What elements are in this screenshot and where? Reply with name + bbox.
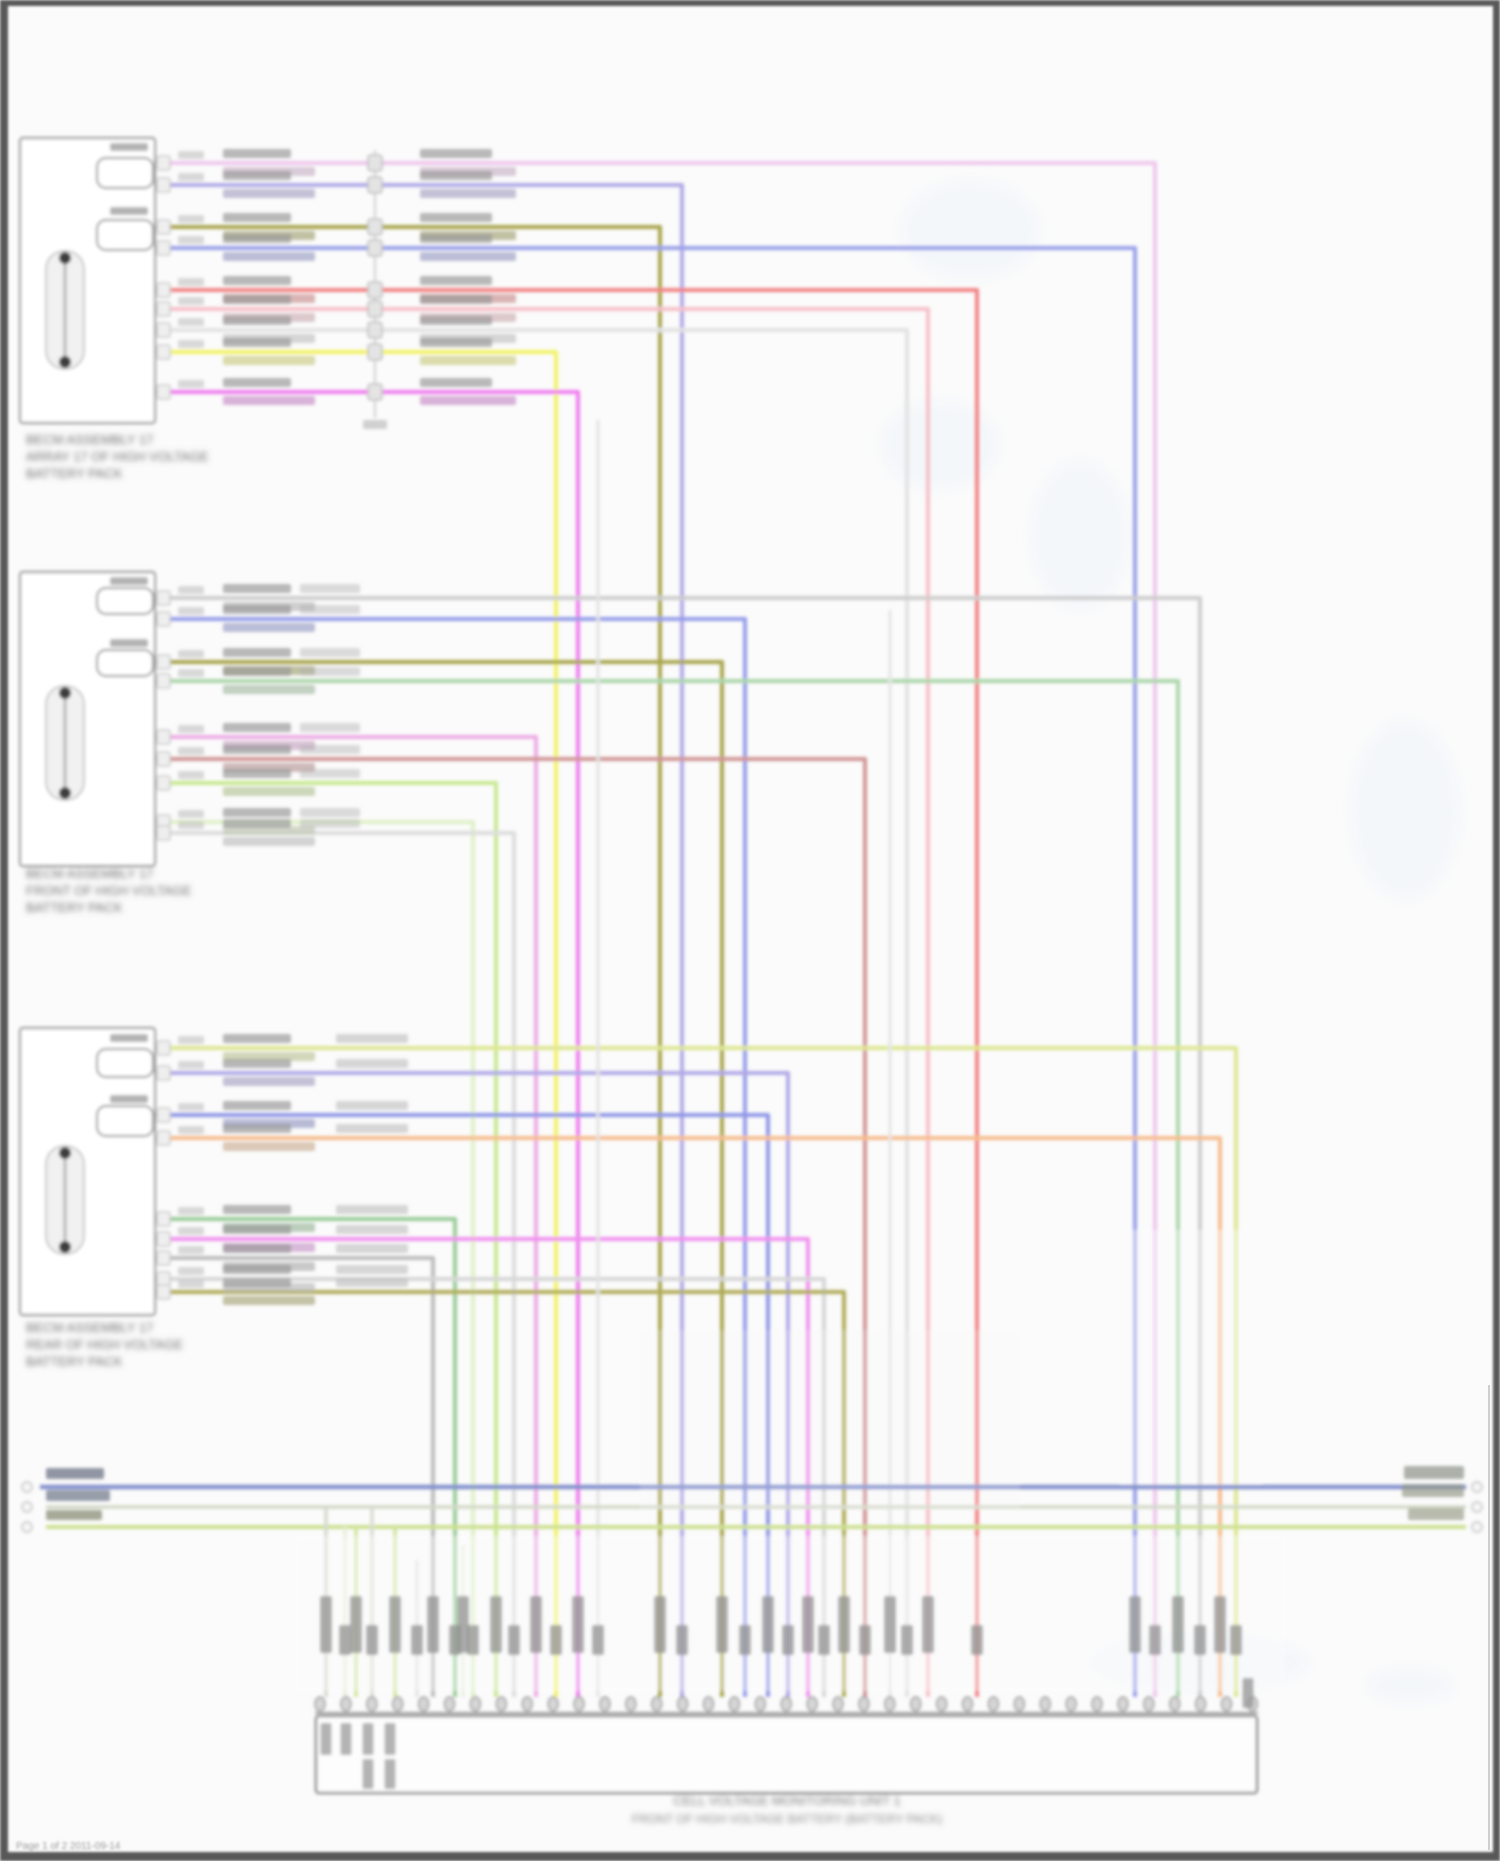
- svg-text:FRONT OF HIGH VOLTAGE BATTERY: FRONT OF HIGH VOLTAGE BATTERY (BATTERY P…: [632, 1812, 943, 1826]
- svg-text:BATTERY PACK: BATTERY PACK: [26, 900, 123, 915]
- svg-text:Page 1 of 2 2011-09-14: Page 1 of 2 2011-09-14: [16, 1841, 121, 1852]
- svg-text:CELL VOLTAGE MONITORING UNIT 1: CELL VOLTAGE MONITORING UNIT 1: [673, 1793, 901, 1808]
- svg-text:BATTERY PACK: BATTERY PACK: [26, 1354, 123, 1369]
- svg-text:ARRAY 17 OF HIGH VOLTAGE: ARRAY 17 OF HIGH VOLTAGE: [26, 449, 209, 464]
- svg-text:BECM ASSEMBLY 17: BECM ASSEMBLY 17: [26, 1320, 153, 1335]
- svg-text:BECM ASSEMBLY 17: BECM ASSEMBLY 17: [26, 866, 153, 881]
- svg-text:BECM ASSEMBLY 17: BECM ASSEMBLY 17: [26, 432, 153, 447]
- svg-text:FRONT OF HIGH VOLTAGE: FRONT OF HIGH VOLTAGE: [26, 883, 192, 898]
- svg-text:BATTERY PACK: BATTERY PACK: [26, 466, 123, 481]
- svg-text:REAR OF HIGH VOLTAGE: REAR OF HIGH VOLTAGE: [26, 1337, 183, 1352]
